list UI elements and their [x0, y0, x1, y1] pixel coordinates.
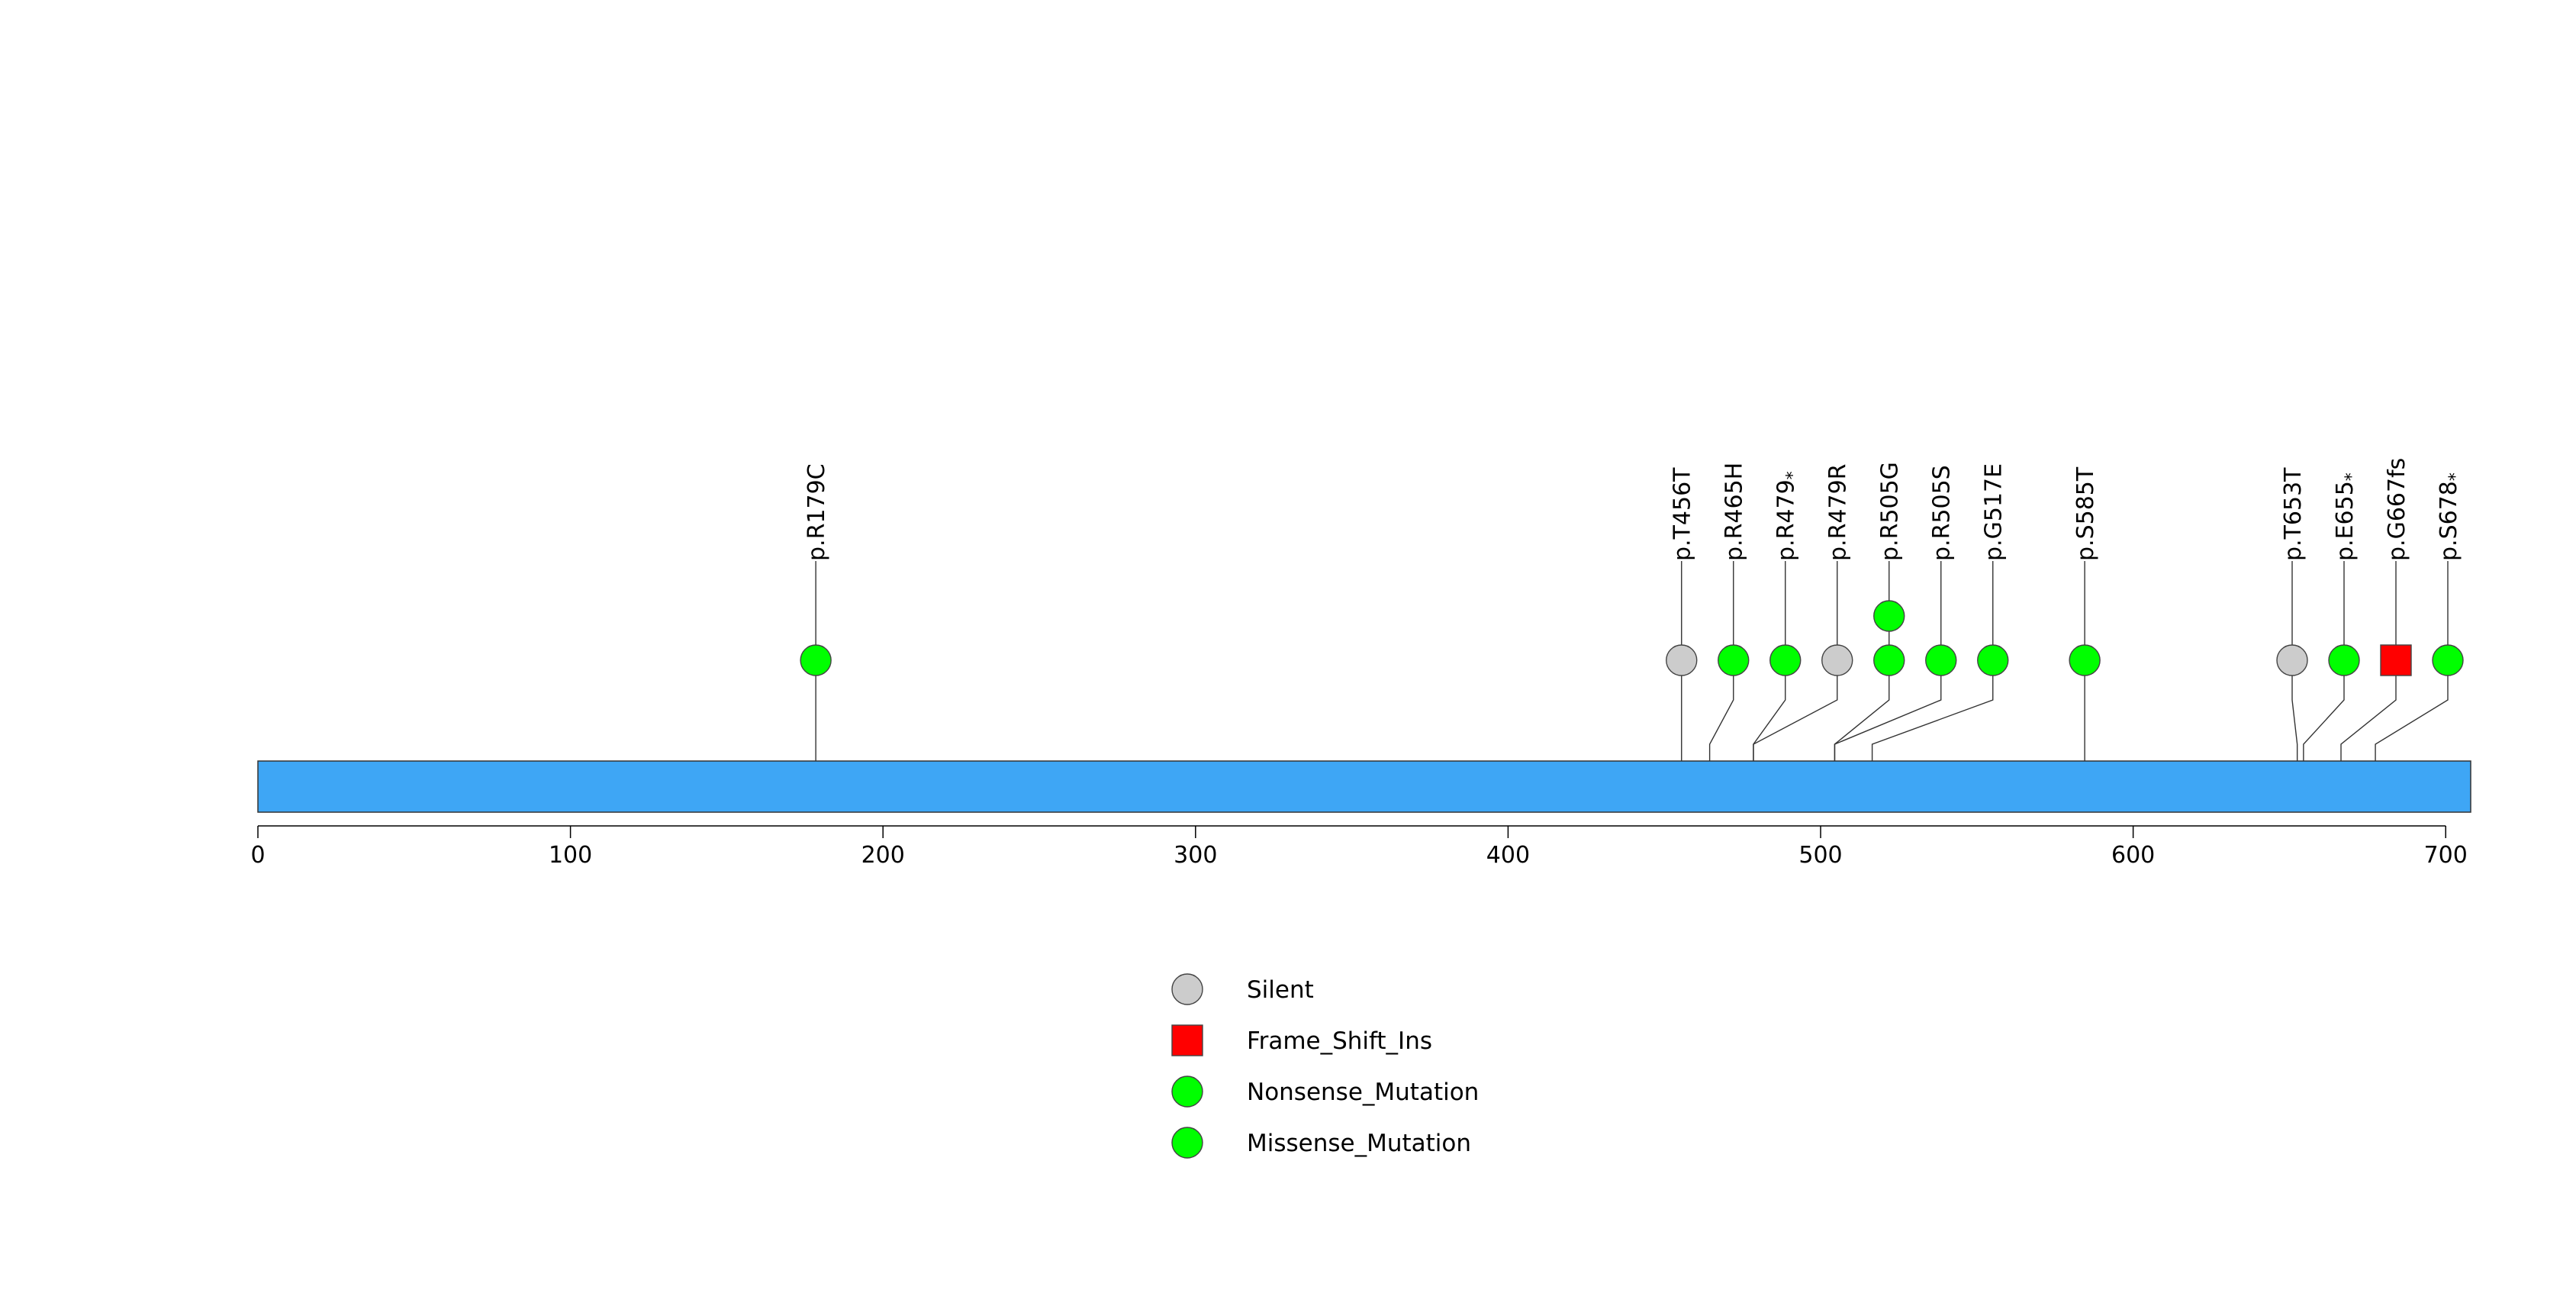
- mutation-label: p.R505G: [1877, 462, 1904, 561]
- legend-label: Nonsense_Mutation: [1247, 1079, 1479, 1106]
- mutation-marker: [2432, 644, 2464, 676]
- x-tick-label: 200: [861, 842, 905, 869]
- mutation-marker: [1977, 644, 2009, 676]
- mutation-label-text: p.R505G: [1877, 462, 1904, 561]
- mutation-label: p.R479R: [1825, 463, 1852, 561]
- mutation-label: p.R505S: [1929, 465, 1956, 561]
- mutation-label: p.R479*: [1773, 471, 1803, 561]
- legend-circle-icon: [1171, 1127, 1203, 1159]
- mutation-marker: [2328, 644, 2360, 676]
- x-tick-label: 600: [2111, 842, 2155, 869]
- mutation-label-text: p.T456T: [1670, 467, 1696, 561]
- legend-square-icon: [1171, 1024, 1203, 1056]
- mutation-label-text: p.R465H: [1721, 463, 1748, 561]
- x-tick-label: 300: [1174, 842, 1217, 869]
- mutation-label-text: p.E655: [2332, 481, 2359, 561]
- mutation-label: p.T653T: [2280, 467, 2307, 561]
- mutation-label-text: p.R479R: [1825, 463, 1852, 561]
- mutation-label-text: p.S678: [2436, 481, 2462, 561]
- mutation-label: p.R465H: [1721, 463, 1748, 561]
- mutation-label: p.G667fs: [2384, 458, 2410, 561]
- mutation-labels: p.R179C p.T456T p.R465H p.R479* p.R479R p.R50…: [803, 458, 2465, 561]
- legend-circle-icon: [1171, 973, 1203, 1005]
- x-tick-label: 100: [549, 842, 592, 869]
- mutation-marker: [800, 644, 832, 676]
- protein-bar: [257, 760, 2471, 813]
- mutation-marker: [1925, 644, 1957, 676]
- mutation-marker: [1873, 644, 1905, 676]
- mutation-label-text: p.G517E: [1981, 463, 2008, 561]
- nonsense-star-suffix: *: [2343, 472, 2362, 481]
- mutation-label-text: p.S585T: [2072, 466, 2099, 561]
- mutation-marker: [2069, 644, 2101, 676]
- legend-label: Silent: [1247, 976, 1314, 1004]
- legend: Silent Frame_Shift_Ins Nonsense_Mutation Mi…: [1171, 973, 1479, 1159]
- mutation-label: p.T456T: [1670, 467, 1696, 561]
- legend-label: Frame_Shift_Ins: [1247, 1027, 1432, 1055]
- mutation-marker: [1873, 600, 1905, 632]
- mutation-label: p.S585T: [2072, 466, 2099, 561]
- nonsense-star-suffix: *: [1784, 471, 1803, 479]
- x-tick-label: 0: [250, 842, 265, 869]
- mutation-label-text: p.T653T: [2280, 467, 2307, 561]
- mutation-markers: [800, 600, 2464, 676]
- legend-label: Missense_Mutation: [1247, 1130, 1471, 1157]
- mutation-label: p.E655*: [2332, 472, 2362, 561]
- x-tick-label: 400: [1486, 842, 1530, 869]
- mutation-label: p.S678*: [2436, 472, 2465, 561]
- mutation-label-text: p.R479: [1773, 479, 1800, 561]
- frameshift-marker: [2380, 644, 2412, 676]
- x-axis: 0 100 200 300 400 500 600 700: [250, 825, 2468, 869]
- mutation-label-text: p.R505S: [1929, 465, 1956, 561]
- x-tick-label: 500: [1798, 842, 1842, 869]
- mutation-label-text: p.R179C: [803, 463, 830, 561]
- mutation-label: p.G517E: [1981, 463, 2008, 561]
- mutation-marker: [1718, 644, 1750, 676]
- silent-marker: [2276, 644, 2308, 676]
- mutation-label-text: p.G667fs: [2384, 458, 2410, 561]
- x-tick-label: 700: [2424, 842, 2468, 869]
- mutation-label: p.R179C: [803, 463, 830, 561]
- silent-marker: [1821, 644, 1853, 676]
- mutation-marker: [1769, 644, 1802, 676]
- legend-circle-icon: [1171, 1076, 1203, 1108]
- nonsense-star-suffix: *: [2446, 472, 2465, 481]
- silent-marker: [1666, 644, 1698, 676]
